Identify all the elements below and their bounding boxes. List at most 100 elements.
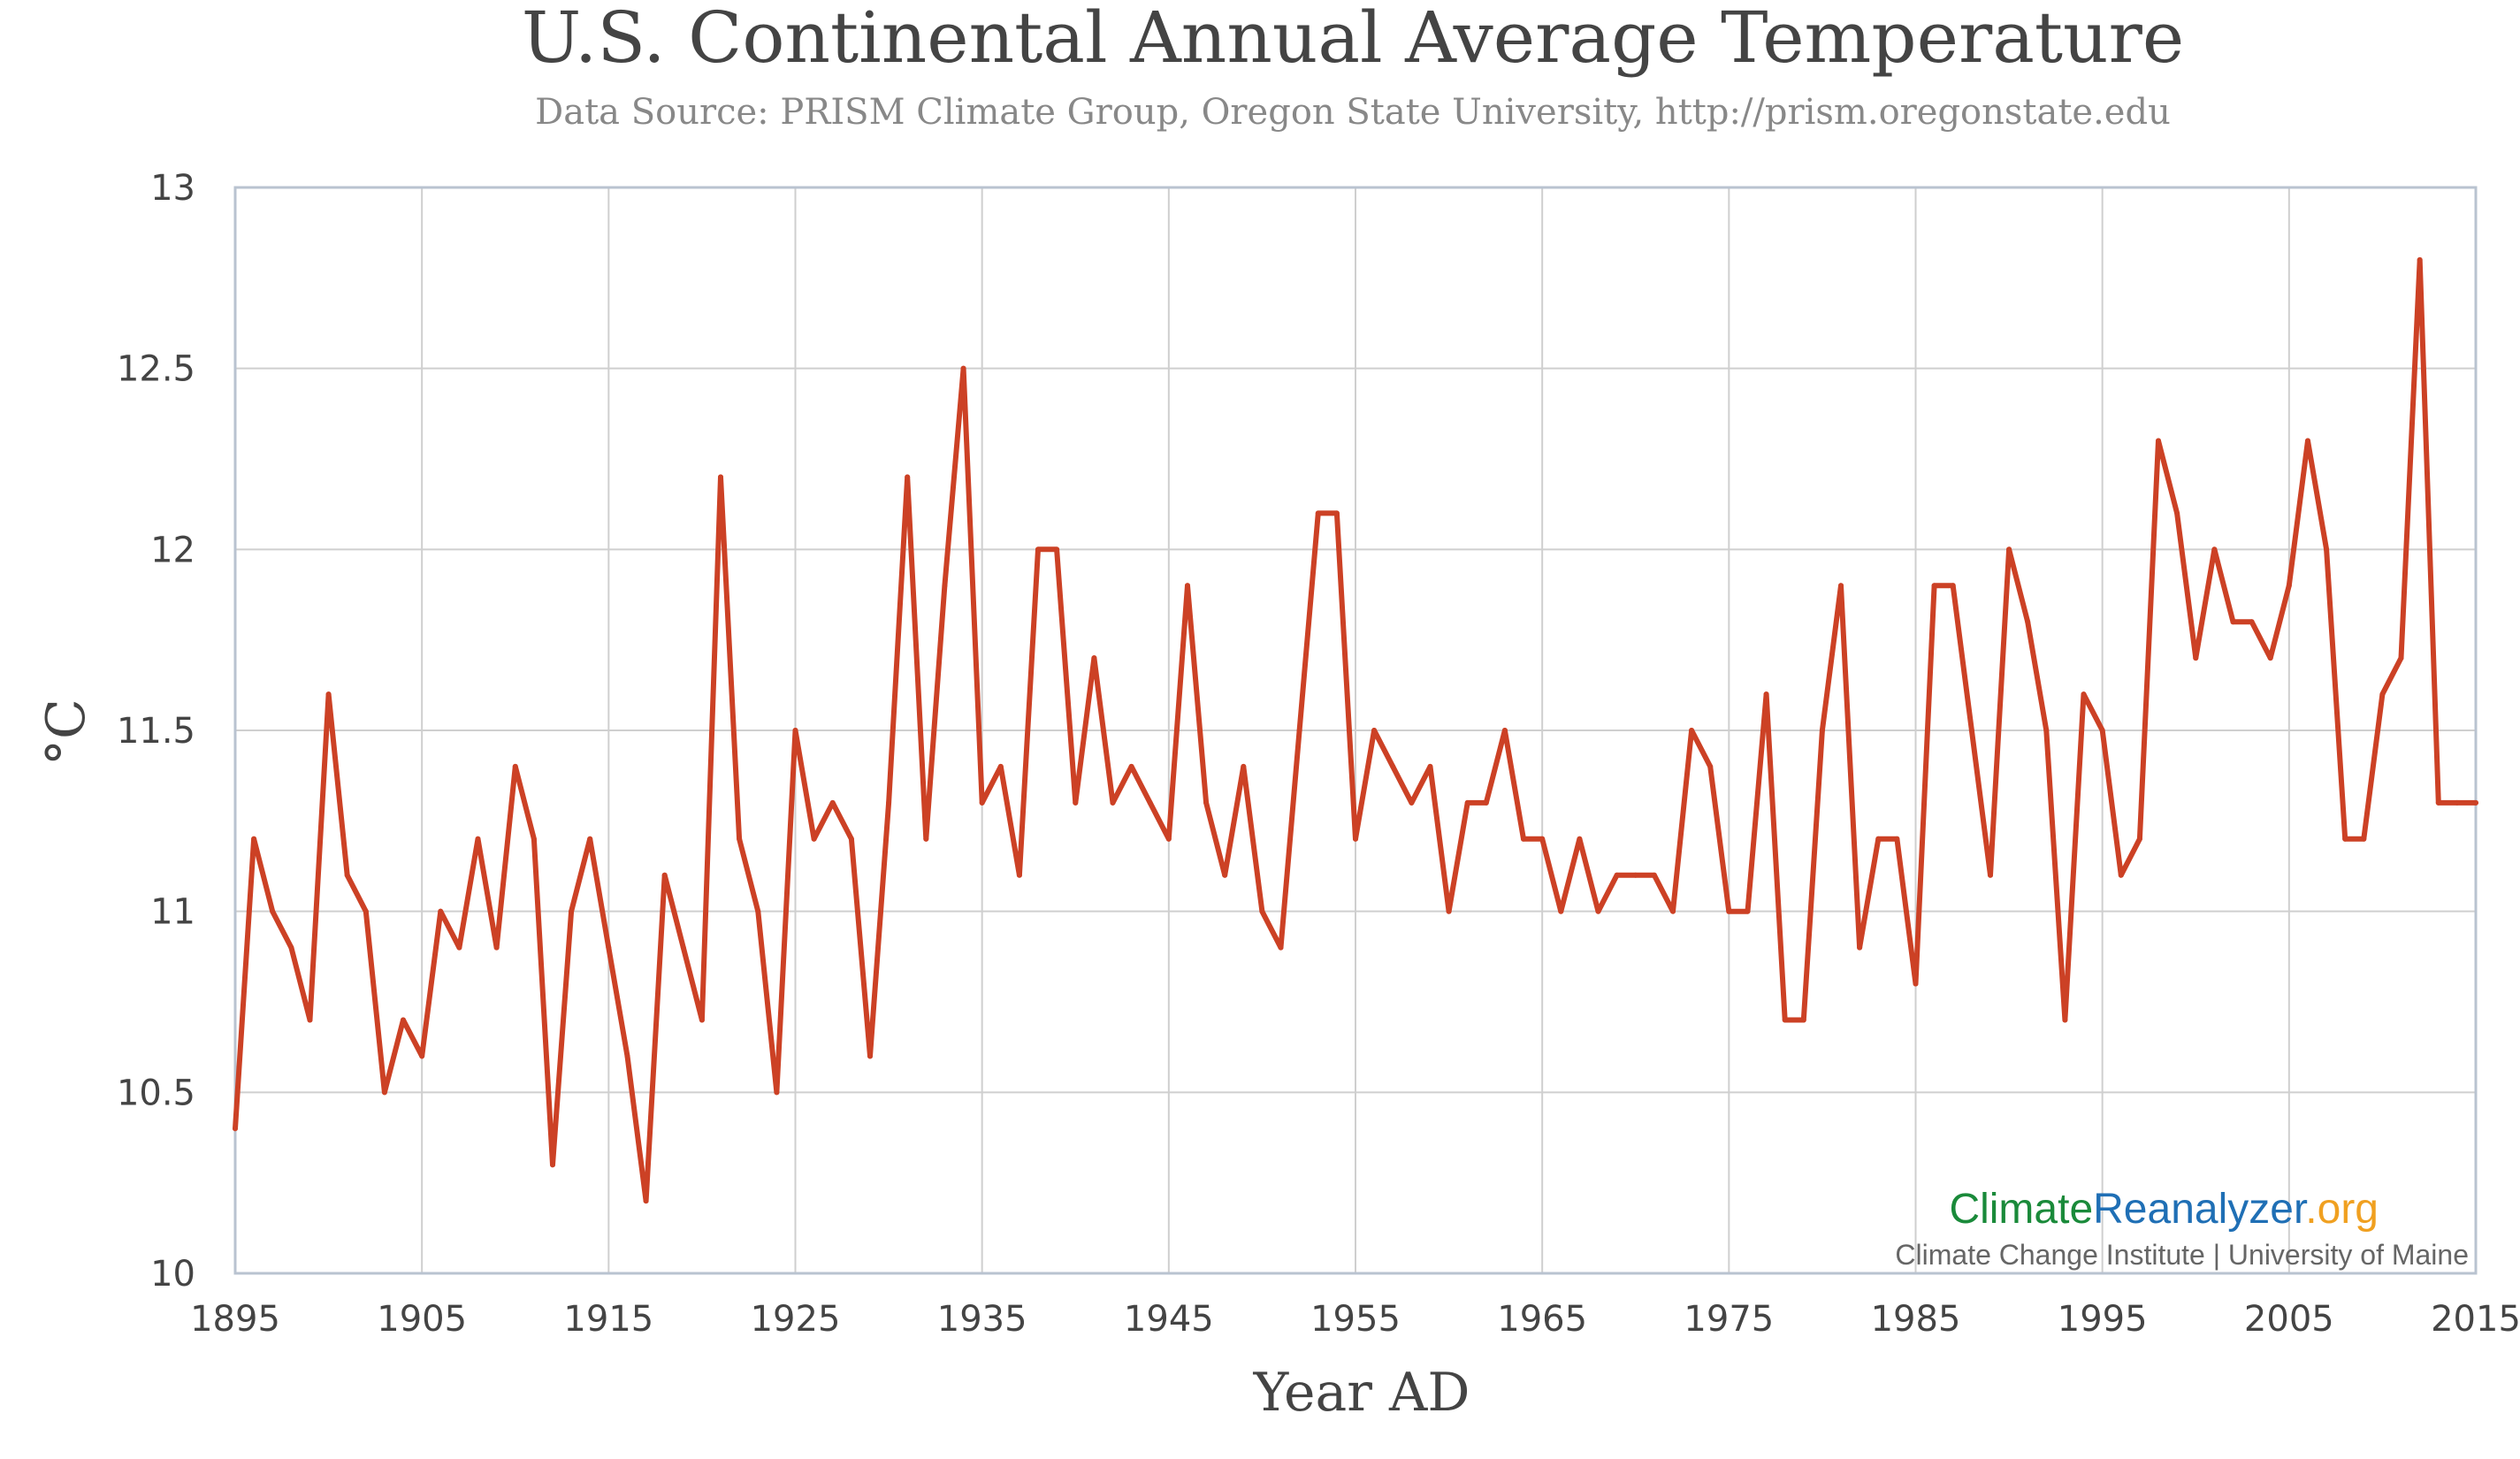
- watermark-reanalyzer: Reanalyzer: [2093, 1186, 2308, 1233]
- data-point: [344, 872, 350, 878]
- data-point: [1689, 728, 1695, 733]
- data-point: [1222, 872, 1228, 878]
- data-point: [307, 1017, 313, 1023]
- x-tick-label: 1915: [563, 1299, 653, 1340]
- data-point: [1968, 728, 1974, 733]
- data-point: [1577, 836, 1583, 842]
- data-point: [1371, 728, 1378, 733]
- data-point: [2118, 872, 2124, 878]
- data-point: [2361, 836, 2367, 842]
- x-tick-label: 1905: [377, 1299, 467, 1340]
- x-tick-label: 1945: [1124, 1299, 1214, 1340]
- data-point: [1241, 763, 1247, 769]
- data-point: [2249, 619, 2255, 625]
- y-tick-label: 10.5: [117, 1073, 195, 1113]
- data-point: [2230, 619, 2236, 625]
- data-point: [2454, 799, 2460, 806]
- data-point: [643, 1198, 649, 1204]
- data-point: [774, 1089, 780, 1096]
- data-point: [2025, 619, 2031, 625]
- data-point: [325, 691, 332, 698]
- data-point: [2062, 1017, 2068, 1023]
- data-point: [2099, 728, 2105, 733]
- data-point: [997, 763, 1004, 769]
- data-point: [1390, 763, 1396, 769]
- data-point: [1333, 510, 1340, 516]
- data-point: [905, 474, 911, 480]
- plot-area-frame: [233, 186, 2478, 1275]
- data-point: [1632, 872, 1638, 878]
- data-point: [680, 944, 686, 951]
- data-point: [960, 365, 966, 371]
- chart-title: U.S. Continental Annual Average Temperat…: [522, 0, 2184, 79]
- data-point: [512, 763, 518, 769]
- data-point: [2193, 655, 2199, 661]
- data-point: [381, 1089, 387, 1096]
- y-axis-title: °C: [35, 699, 97, 766]
- climate-reanalyzer-watermark: ClimateReanalyzer.org Climate Change Ins…: [1895, 1186, 2469, 1271]
- data-point: [811, 836, 817, 842]
- data-point: [456, 944, 462, 951]
- data-point: [1857, 944, 1863, 951]
- data-point: [1165, 836, 1172, 842]
- data-point: [1726, 908, 1732, 914]
- data-point: [1782, 1017, 1788, 1023]
- data-point: [1913, 981, 1919, 987]
- data-point: [1800, 1017, 1806, 1023]
- data-point: [979, 799, 985, 806]
- data-point: [1931, 583, 1937, 589]
- x-tick-label: 1935: [937, 1299, 1027, 1340]
- data-point: [1539, 836, 1546, 842]
- data-point: [1745, 908, 1751, 914]
- y-tick-label: 11.5: [117, 711, 195, 752]
- data-point: [1894, 836, 1900, 842]
- x-tick-label: 1965: [1497, 1299, 1587, 1340]
- data-point: [233, 1126, 238, 1132]
- data-point: [1501, 728, 1508, 733]
- data-point: [1110, 799, 1116, 806]
- data-point: [1950, 583, 1956, 589]
- data-point: [1595, 908, 1601, 914]
- data-point: [2398, 655, 2404, 661]
- watermark-org: .org: [2305, 1186, 2379, 1233]
- data-point: [438, 908, 444, 914]
- data-point: [2211, 546, 2218, 553]
- data-point: [1651, 872, 1657, 878]
- data-point: [2156, 438, 2162, 444]
- data-point: [493, 944, 500, 951]
- data-point: [1147, 799, 1153, 806]
- data-point: [1763, 691, 1769, 698]
- data-point: [1669, 908, 1676, 914]
- x-tick-label: 1995: [2058, 1299, 2148, 1340]
- data-point: [1483, 799, 1489, 806]
- data-point: [848, 836, 854, 842]
- data-point: [1707, 763, 1714, 769]
- data-point: [886, 799, 892, 806]
- data-point: [1128, 763, 1134, 769]
- data-point: [1073, 799, 1079, 806]
- data-point: [1875, 836, 1882, 842]
- data-point: [251, 836, 257, 842]
- data-point: [2417, 256, 2423, 263]
- watermark-brand: ClimateReanalyzer.org: [1949, 1186, 2379, 1233]
- data-point: [942, 583, 948, 589]
- data-point: [624, 1053, 630, 1059]
- data-point: [755, 908, 761, 914]
- data-point: [2174, 510, 2180, 516]
- x-tick-label: 1985: [1871, 1299, 1961, 1340]
- data-point: [1838, 583, 1844, 589]
- x-axis-title: Year AD: [1253, 1362, 1470, 1424]
- data-point: [2267, 655, 2273, 661]
- data-point: [1987, 872, 1993, 878]
- data-point: [549, 1162, 555, 1168]
- x-tick-label: 1975: [1684, 1299, 1774, 1340]
- data-point: [1614, 872, 1620, 878]
- data-point: [2342, 836, 2348, 842]
- data-point: [2379, 691, 2386, 698]
- y-tick-label: 13: [150, 168, 195, 209]
- data-point: [1427, 763, 1433, 769]
- data-point: [2286, 583, 2292, 589]
- watermark-subline: Climate Change Institute | University of…: [1895, 1239, 2469, 1271]
- x-axis-ticks: 1895 1905 1915 1925 1935 1945 1955 1965 1975 1985…: [190, 1299, 2520, 1340]
- data-point: [2473, 799, 2478, 806]
